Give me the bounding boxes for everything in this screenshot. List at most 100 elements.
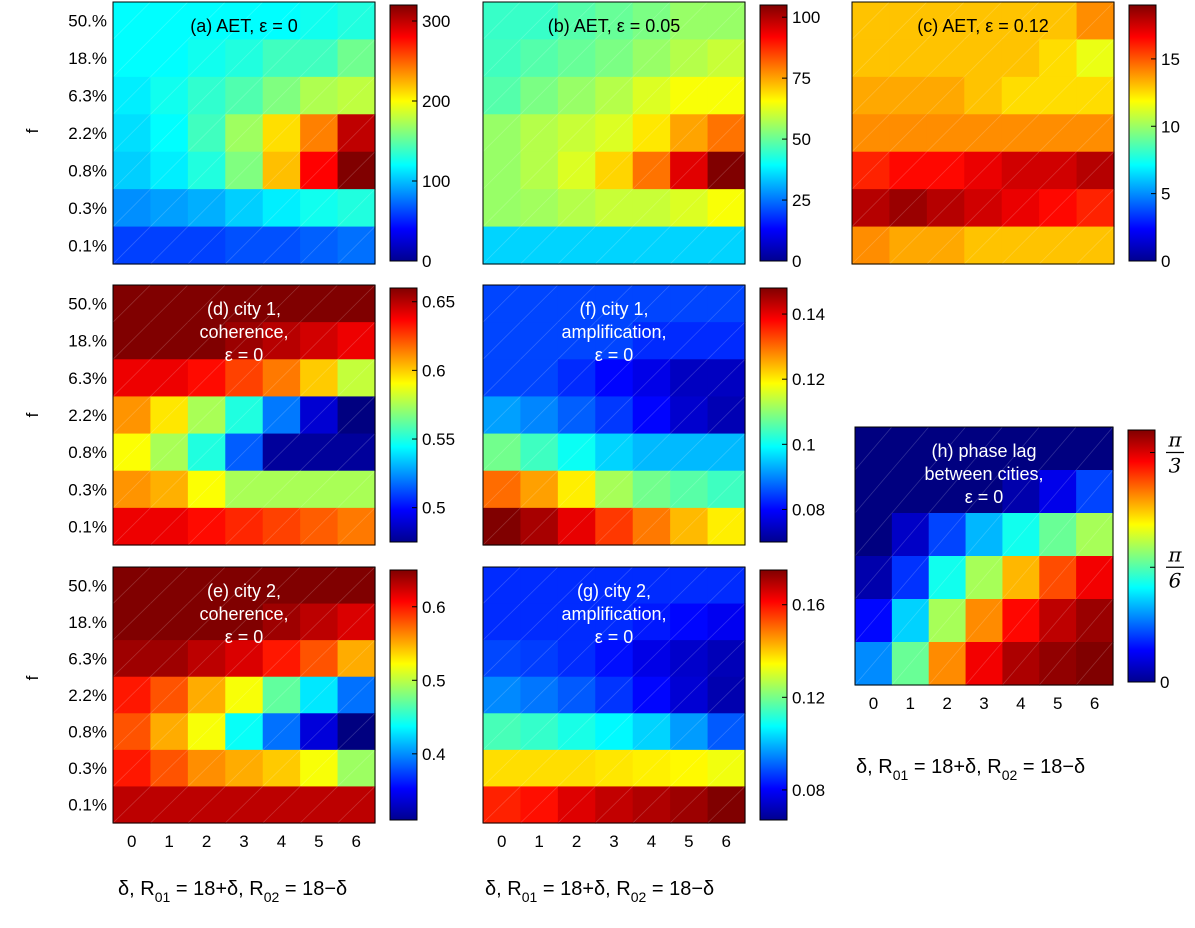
heatmap-cell [1076, 114, 1115, 153]
cell-diagonal [1002, 641, 1040, 686]
heatmap-cell [670, 2, 709, 41]
heatmap-cell [557, 786, 596, 824]
heatmap-cell [187, 39, 226, 78]
cell-diagonal [112, 433, 151, 471]
heatmap-cell [632, 359, 671, 398]
cell-diagonal [187, 114, 226, 152]
heatmap-cell [707, 285, 746, 323]
heatmap-cell [595, 507, 634, 546]
cell-diagonal [482, 566, 521, 604]
cell-diagonal [854, 598, 893, 643]
cell-diagonal [225, 433, 263, 471]
heatmap-cell [670, 713, 709, 751]
heatmap-cell [670, 189, 709, 228]
cell-diagonal [707, 151, 746, 190]
heatmap-cell [670, 603, 709, 641]
heatmap-cell [928, 599, 967, 643]
cell-diagonal [707, 676, 746, 714]
cell-diagonal [337, 749, 376, 787]
colorbar-tick-label: 75 [792, 69, 811, 88]
heatmap-cell [707, 676, 746, 714]
heatmap-cell [337, 749, 376, 788]
cell-diagonal [1001, 114, 1040, 152]
heatmap-cell [520, 786, 559, 824]
colorbar [759, 569, 788, 821]
heatmap-cell [337, 189, 376, 228]
heatmap-cell [520, 433, 559, 472]
x-tick-label: 3 [609, 832, 618, 851]
colorbar-tick-label: 0.08 [792, 781, 825, 800]
cell-diagonal [595, 603, 633, 641]
heatmap-panels: (a) AET, ε = 0 50.% 18.% 6.3% 2.2% 0.8% 0.3% 0.… [68, 1, 1184, 851]
cell-diagonal [1075, 469, 1114, 514]
heatmap-cell [113, 76, 152, 115]
cell-diagonal [1038, 1, 1077, 40]
heatmap-cell [113, 226, 152, 265]
cell-diagonal [225, 39, 263, 78]
heatmap-cell [113, 285, 152, 323]
colorbar-tick-label: 0.5 [422, 499, 446, 518]
heatmap-cell [1076, 226, 1115, 265]
heatmap-cell [187, 603, 226, 641]
y-tick-label: 6.3% [68, 369, 107, 388]
x-tick-label: 6 [1090, 694, 1099, 713]
heatmap-cell [670, 640, 709, 678]
heatmap-cell [595, 76, 634, 115]
cell-diagonal [1076, 188, 1115, 227]
cell-diagonal [557, 321, 596, 360]
panel-title-line: coherence, [199, 322, 288, 342]
cell-diagonal [299, 321, 338, 360]
cell-diagonal [669, 749, 708, 787]
cell-diagonal [482, 1, 521, 40]
heatmap-cell [965, 427, 1004, 471]
cell-diagonal [299, 566, 338, 604]
cell-diagonal [1076, 114, 1115, 152]
heatmap-cell [1039, 513, 1077, 557]
heatmap-cell [707, 151, 746, 190]
heatmap-cell [262, 322, 301, 360]
colorbar [389, 569, 418, 821]
cell-diagonal [595, 566, 633, 604]
cell-diagonal [891, 555, 930, 600]
cell-diagonal [187, 1, 226, 40]
cell-diagonal [520, 712, 559, 751]
heatmap-cell [483, 676, 522, 714]
panel-b: (b) AET, ε = 0.05 0 25 50 75 100 [482, 1, 820, 271]
cell-diagonal [1038, 188, 1077, 227]
heatmap-cell [557, 285, 596, 323]
colorbar-tick-label: 3 [1169, 454, 1182, 478]
cell-diagonal [926, 151, 965, 190]
heatmap-cell [262, 76, 301, 115]
cell-diagonal [632, 639, 671, 678]
cell-diagonal [337, 114, 376, 152]
colorbar-tick-label: 0 [1160, 673, 1169, 692]
heatmap-cell [889, 2, 928, 41]
heatmap-cell [113, 39, 152, 78]
heatmap-cell [300, 396, 339, 435]
cell-diagonal [707, 284, 746, 323]
cell-diagonal [482, 749, 521, 787]
heatmap-cell [483, 114, 522, 153]
heatmap-cell [113, 322, 152, 360]
cell-diagonal [889, 76, 928, 115]
heatmap-cell [557, 189, 596, 228]
cell-diagonal [964, 1, 1002, 40]
cell-diagonal [854, 512, 893, 557]
heatmap-cell [300, 2, 339, 41]
heatmap-cell [632, 189, 671, 228]
cell-diagonal [187, 676, 226, 714]
colorbar-tick-label: π [1167, 428, 1182, 452]
heatmap-cell [855, 556, 893, 600]
cell-diagonal [595, 639, 633, 678]
heatmap-cell [964, 226, 1003, 265]
panel-title-line: ε = 0 [595, 345, 634, 365]
heatmap-cell [670, 114, 709, 153]
cell-diagonal [112, 749, 151, 787]
cell-diagonal [595, 284, 633, 323]
cell-diagonal [299, 396, 338, 434]
heatmap-cell [300, 567, 339, 605]
xlabel-col1: δ, R01 = 18+δ, R02 = 18−δ [118, 878, 347, 905]
cell-diagonal [262, 749, 301, 787]
cell-diagonal [225, 749, 263, 787]
cell-diagonal [632, 676, 671, 714]
